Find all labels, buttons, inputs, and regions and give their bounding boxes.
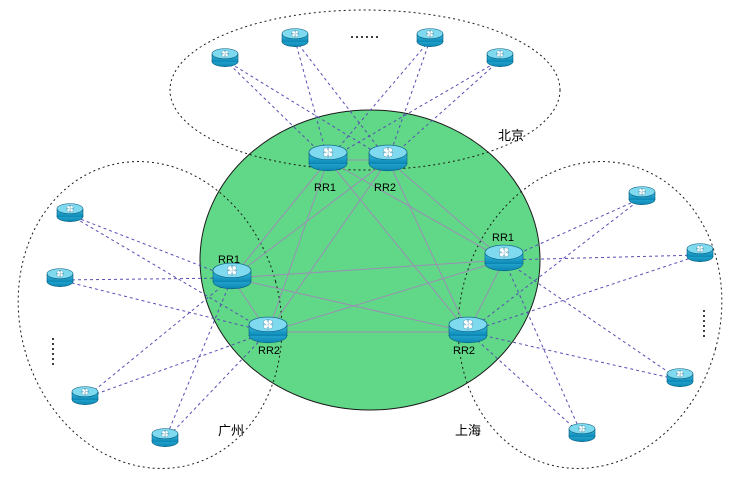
core-router-bj-rr1: [308, 144, 348, 176]
core-router-gz-rr2: [248, 316, 288, 348]
client-router-sh-c2: [686, 243, 714, 267]
rr2-bj: RR2: [374, 182, 396, 194]
rr1-gz: RR1: [218, 254, 240, 266]
dots-sh: [703, 310, 705, 337]
core-router-sh-rr1: [484, 244, 524, 276]
client-router-gz-c2: [46, 268, 74, 292]
rr1-bj: RR1: [314, 182, 336, 194]
client-router-bj-c1: [211, 48, 239, 72]
client-router-bj-c3: [416, 28, 444, 52]
client-router-gz-c4: [151, 428, 179, 452]
rr2-gz: RR2: [258, 345, 280, 357]
label-beijing: 北京: [498, 125, 524, 144]
core-router-bj-rr2: [368, 144, 408, 176]
label-guangzhou: 广州: [218, 420, 244, 439]
core-router-sh-rr2: [448, 316, 488, 348]
client-router-gz-c1: [56, 203, 84, 227]
client-router-gz-c3: [71, 386, 99, 410]
rr2-sh: RR2: [453, 345, 475, 357]
rr1-sh: RR1: [492, 232, 514, 244]
client-router-bj-c4: [486, 48, 514, 72]
client-router-sh-c3: [666, 368, 694, 392]
network-diagram: 北京广州 上海 RR1 RR2 RR1 RR2 RR1 RR2: [0, 0, 736, 500]
dots-gz: [52, 338, 54, 365]
client-router-bj-c2: [281, 28, 309, 52]
label-shanghai: 上海: [455, 420, 481, 439]
client-router-sh-c1: [628, 186, 656, 210]
dots-bj: [351, 36, 378, 38]
core-router-gz-rr1: [212, 262, 252, 294]
client-router-sh-c4: [568, 423, 596, 447]
svg-underlay: [0, 0, 736, 500]
